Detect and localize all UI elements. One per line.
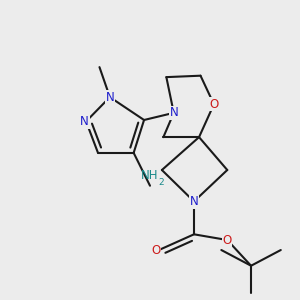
Text: N: N xyxy=(190,195,198,208)
Text: NH: NH xyxy=(141,169,159,182)
Text: 2: 2 xyxy=(158,178,164,187)
Text: N: N xyxy=(106,91,114,103)
Text: O: O xyxy=(151,244,160,256)
Text: N: N xyxy=(80,115,89,128)
Text: N: N xyxy=(169,106,178,119)
Text: O: O xyxy=(209,98,218,111)
Text: O: O xyxy=(223,233,232,247)
